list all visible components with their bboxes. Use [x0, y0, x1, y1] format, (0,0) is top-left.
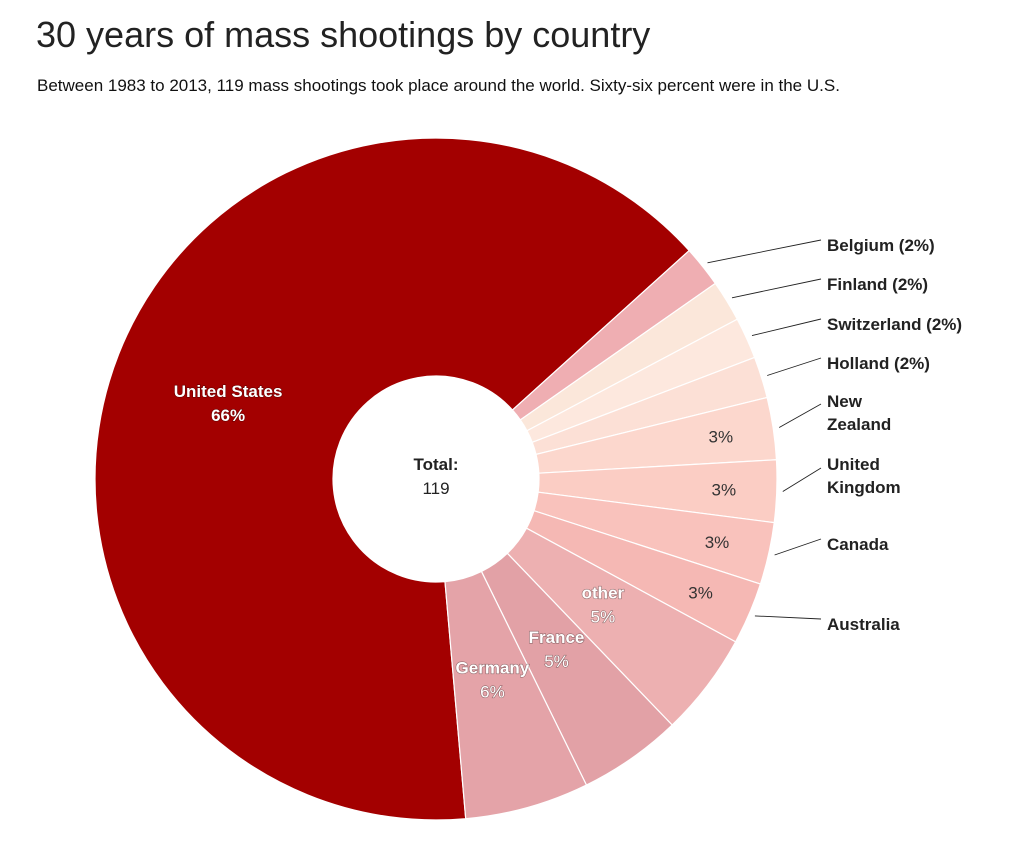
- center-total-label: Total:: [413, 455, 458, 474]
- callout-label-united-kingdom-line2: Kingdom: [827, 478, 901, 497]
- slice-pct-other: 5%: [591, 607, 616, 626]
- callout-label-new-zealand-line2: Zealand: [827, 415, 891, 434]
- donut-slices: [94, 137, 778, 821]
- slice-pct-canada: 3%: [705, 533, 730, 552]
- callout-label-new-zealand: New: [827, 392, 863, 411]
- slice-label-other: other: [582, 583, 625, 602]
- chart-subtitle: Between 1983 to 2013, 119 mass shootings…: [37, 76, 840, 95]
- donut-hole: [333, 376, 539, 582]
- callout-label-switzerland: Switzerland (2%): [827, 315, 962, 334]
- slice-pct-united-kingdom: 3%: [712, 480, 737, 499]
- chart-title: 30 years of mass shootings by country: [36, 14, 651, 55]
- slice-pct-new-zealand: 3%: [709, 427, 734, 446]
- leader-line-australia: [754, 615, 822, 620]
- slice-label-germany: Germany: [456, 658, 530, 677]
- callout-label-united-kingdom: United: [827, 455, 880, 474]
- slice-labels: United States 66% Belgium (2%) Finland (2%)…: [173, 236, 962, 702]
- leader-line-holland: [767, 357, 822, 376]
- callout-label-belgium: Belgium (2%): [827, 236, 935, 255]
- slice-pct-united-states: 66%: [211, 406, 245, 425]
- slice-pct-france: 5%: [544, 652, 569, 671]
- center-total-value: 119: [422, 479, 449, 498]
- slice-label-united-states: United States: [174, 382, 283, 401]
- slice-label-france: France: [529, 628, 585, 647]
- callout-label-australia: Australia: [827, 615, 900, 634]
- leader-line-finland: [731, 278, 822, 299]
- callout-label-holland: Holland (2%): [827, 354, 930, 373]
- leader-line-belgium: [707, 239, 822, 264]
- leader-line-switzerland: [751, 318, 822, 337]
- callout-label-canada: Canada: [827, 535, 889, 554]
- leader-line-canada: [774, 538, 822, 556]
- leader-line-new-zealand: [778, 403, 822, 428]
- callout-label-finland: Finland (2%): [827, 275, 928, 294]
- slice-pct-australia: 3%: [688, 584, 713, 603]
- slice-pct-germany: 6%: [480, 682, 505, 701]
- leader-line-united-kingdom: [782, 467, 822, 492]
